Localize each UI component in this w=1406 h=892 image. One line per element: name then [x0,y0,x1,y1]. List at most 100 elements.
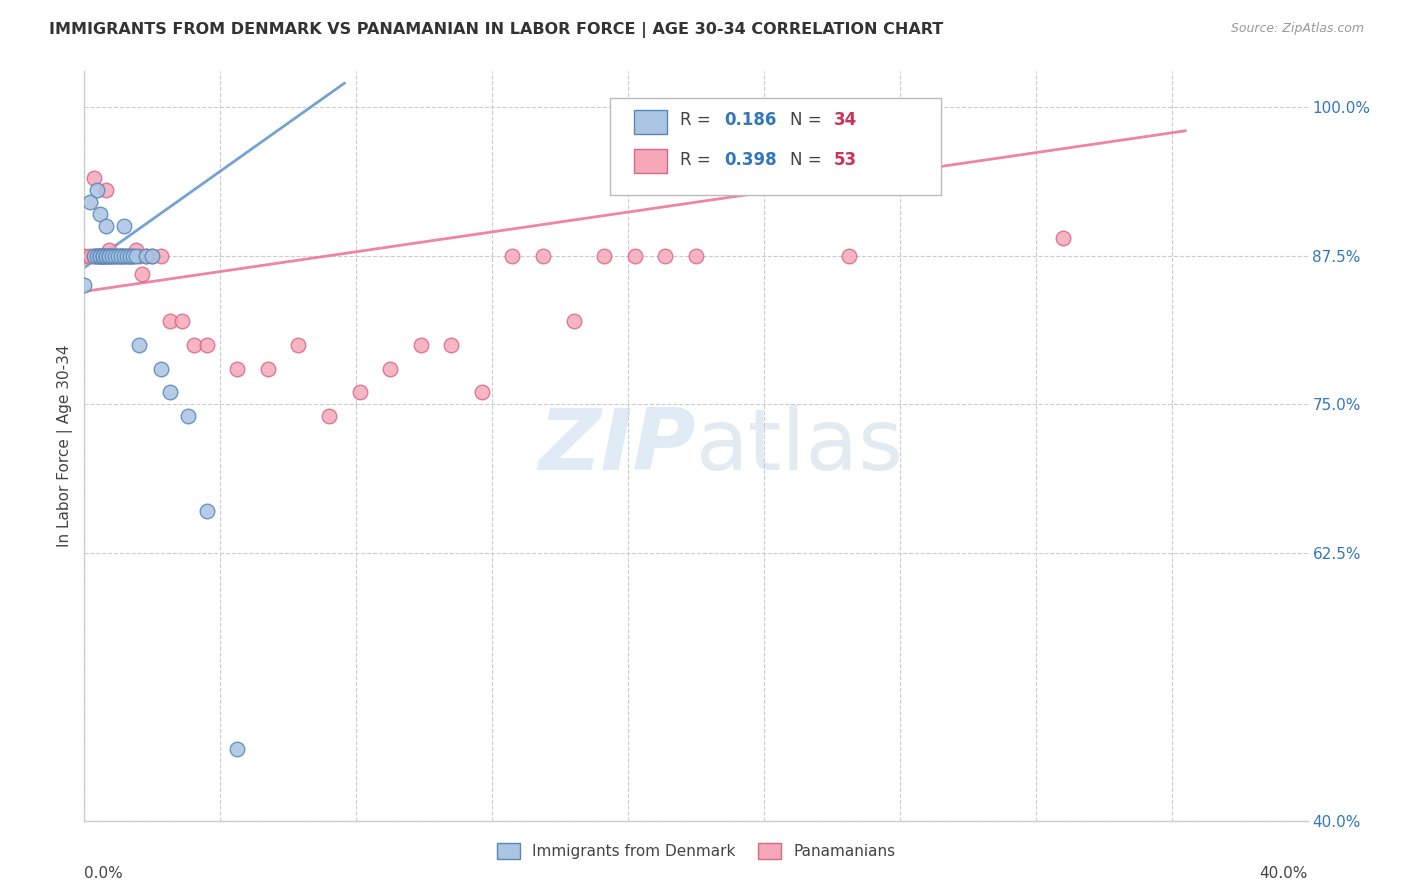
Point [471,385,494,400]
Point [79,249,101,263]
Point [349,385,371,400]
Point [89,249,111,263]
Point [73,249,96,263]
Point [89,249,111,263]
Point [159,385,181,400]
Point [593,249,616,263]
Text: Source: ZipAtlas.com: Source: ZipAtlas.com [1230,22,1364,36]
Text: 34: 34 [834,112,858,129]
Point [172,314,194,328]
Point [89,249,111,263]
Text: N =: N = [790,151,827,169]
Text: 53: 53 [834,151,858,169]
Point [94,249,117,263]
Point [86,183,108,197]
Text: ZIP: ZIP [538,404,696,488]
Point [120,249,142,263]
Point [115,249,138,263]
Point [226,742,249,756]
Point [110,249,132,263]
Point [86,249,108,263]
Point [120,249,142,263]
FancyBboxPatch shape [634,149,666,173]
Point [91,249,114,263]
Point [685,249,707,263]
Point [94,249,117,263]
Point [380,361,402,376]
Point [141,249,163,263]
Point [91,249,114,263]
Point [125,243,148,257]
Legend: Immigrants from Denmark, Panamanians: Immigrants from Denmark, Panamanians [491,838,901,865]
Point [120,249,142,263]
Point [101,249,124,263]
Point [101,249,124,263]
Point [97,249,120,263]
Point [141,249,163,263]
Text: 40.0%: 40.0% [1260,865,1308,880]
Point [531,249,554,263]
Point [110,249,132,263]
Text: IMMIGRANTS FROM DENMARK VS PANAMANIAN IN LABOR FORCE | AGE 30-34 CORRELATION CHA: IMMIGRANTS FROM DENMARK VS PANAMANIAN IN… [49,22,943,38]
Point [838,249,860,263]
Point [86,249,108,263]
Point [226,361,249,376]
Point [86,249,108,263]
Point [135,249,157,263]
Point [83,171,105,186]
Point [195,504,218,518]
Point [89,249,111,263]
Point [287,338,309,352]
Point [110,249,132,263]
Point [149,361,172,376]
Point [125,249,148,263]
Point [257,361,280,376]
Point [183,338,205,352]
Point [115,249,138,263]
Y-axis label: In Labor Force | Age 30-34: In Labor Force | Age 30-34 [58,344,73,548]
Point [1052,231,1074,245]
Point [122,249,145,263]
Point [107,249,129,263]
Point [112,249,135,263]
Point [122,249,145,263]
Point [97,243,120,257]
Point [97,249,120,263]
Point [502,249,524,263]
Text: 0.186: 0.186 [724,112,776,129]
Point [128,249,150,263]
Point [83,249,105,263]
Point [440,338,463,352]
Text: 0.0%: 0.0% [84,865,124,880]
Point [107,249,129,263]
Point [624,249,647,263]
Point [177,409,200,424]
Point [94,183,117,197]
Text: N =: N = [790,112,827,129]
Point [91,249,114,263]
Point [94,219,117,233]
Point [149,249,172,263]
Point [131,267,153,281]
Point [79,195,101,210]
Point [101,249,124,263]
Point [104,249,127,263]
Text: atlas: atlas [696,404,904,488]
Point [112,249,135,263]
Point [654,249,676,263]
Point [112,219,135,233]
Text: R =: R = [681,112,716,129]
Point [195,338,218,352]
Text: R =: R = [681,151,716,169]
Point [104,249,127,263]
Point [91,249,114,263]
Point [97,249,120,263]
Point [94,249,117,263]
Point [91,249,114,263]
Point [73,278,96,293]
Text: 0.398: 0.398 [724,151,776,169]
Point [128,338,150,352]
FancyBboxPatch shape [634,110,666,134]
Point [562,314,585,328]
Point [318,409,340,424]
